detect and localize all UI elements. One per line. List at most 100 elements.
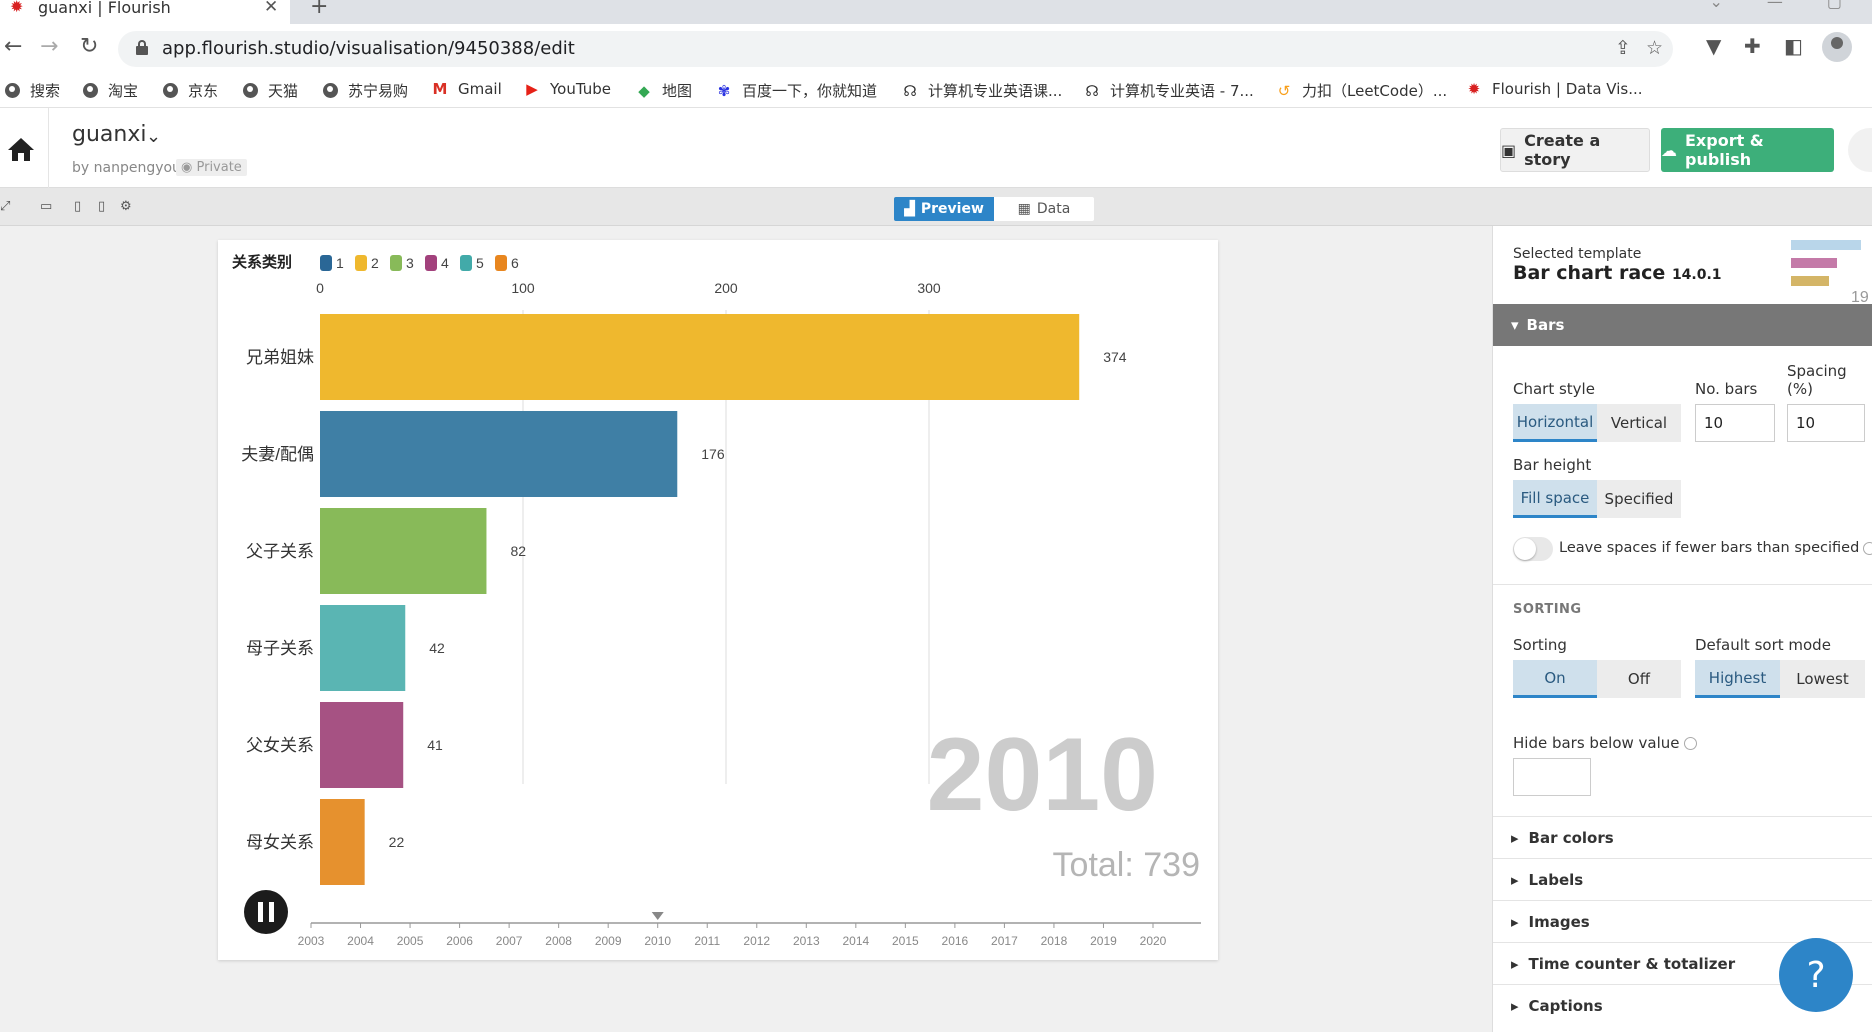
new-tab-icon[interactable]: + — [310, 0, 329, 19]
template-label: Selected template — [1513, 246, 1642, 262]
template-title: Bar chart race — [1513, 262, 1666, 284]
bookmark-item[interactable]: 天猫 — [242, 80, 298, 101]
caret-down-icon: ▾ — [1511, 316, 1519, 334]
bar-value-label: 41 — [427, 737, 443, 753]
no-bars-label: No. bars — [1695, 380, 1758, 398]
browser-tab-strip: ✹ guanxi | Flourish ✕ + ⌄ — ▢ — [0, 0, 1872, 24]
bar-value-label: 176 — [701, 446, 725, 462]
bar-value-label: 374 — [1103, 349, 1127, 365]
images-section[interactable]: ▸ Images — [1493, 900, 1872, 942]
bookmark-item[interactable]: ☊ 计算机专业英语 - 7... — [1084, 80, 1253, 101]
forward-icon[interactable]: → — [40, 34, 59, 59]
thumb-year: 19 — [1851, 289, 1869, 304]
share-icon[interactable]: ⇪ — [1615, 37, 1631, 59]
bar-height-fill-button[interactable]: Fill space — [1513, 480, 1597, 518]
chart-bar — [320, 799, 365, 885]
desktop-view-icon[interactable]: ▭ — [40, 199, 53, 214]
bookmark-item[interactable]: 京东 — [162, 80, 218, 101]
sorting-label: Sorting — [1513, 636, 1567, 654]
home-icon[interactable] — [8, 138, 34, 162]
more-button[interactable] — [1848, 128, 1872, 172]
bookmark-item[interactable]: ◆ 地图 — [636, 80, 692, 101]
tab-search-icon[interactable]: ⌄ — [1709, 0, 1723, 11]
tab-close-icon[interactable]: ✕ — [264, 0, 279, 17]
browser-toolbar: ← → ↻ app.flourish.studio/visualisation/… — [0, 24, 1872, 74]
tablet-view-icon[interactable]: ▯ — [74, 199, 82, 214]
bars-section-header[interactable]: ▾ Bars — [1493, 304, 1872, 346]
bookmark-label: Flourish | Data Vis... — [1492, 80, 1643, 98]
reload-icon[interactable]: ↻ — [80, 34, 99, 59]
timeline-year-label: 2010 — [644, 934, 671, 948]
profile-avatar-icon[interactable] — [1822, 32, 1852, 62]
help-icon[interactable] — [1683, 737, 1697, 750]
bookmark-item[interactable]: ☊ 计算机专业英语课... — [902, 80, 1062, 101]
back-icon[interactable]: ← — [4, 34, 23, 59]
help-icon[interactable] — [1863, 541, 1872, 555]
expand-icon[interactable]: ⤢ — [0, 199, 11, 214]
minimize-icon[interactable]: — — [1766, 0, 1783, 11]
privacy-label: Private — [196, 160, 242, 175]
timeline-handle[interactable] — [651, 912, 664, 920]
chevron-down-icon[interactable]: ⌄ — [146, 126, 162, 147]
bookmark-item[interactable]: ↺ 力扣（LeetCode）... — [1276, 80, 1447, 101]
bookmark-label: 地图 — [662, 82, 693, 100]
flourish-favicon-icon: ✹ — [10, 0, 24, 16]
project-title[interactable]: guanxi — [72, 122, 147, 147]
no-bars-input[interactable]: 10 — [1695, 404, 1775, 442]
help-button[interactable]: ? — [1779, 938, 1853, 1012]
leave-spaces-toggle[interactable] — [1513, 537, 1553, 561]
chart-style-horizontal-button[interactable]: Horizontal — [1513, 404, 1597, 442]
sort-lowest-button[interactable]: Lowest — [1780, 660, 1865, 698]
hide-below-input[interactable] — [1513, 758, 1591, 796]
bookmark-item[interactable]: ✹ Flourish | Data Vis... — [1466, 80, 1643, 98]
bookmark-item[interactable]: ✾ 百度一下，你就知道 — [716, 80, 877, 101]
editor-toolbar: ⤢ ▭ ▯ ▯ ⚙ ▟ Preview ▦ Data — [0, 188, 1872, 226]
settings-panel: Selected template Bar chart race 14.0.1 … — [1492, 226, 1872, 1032]
labels-section[interactable]: ▸ Labels — [1493, 858, 1872, 900]
export-button-label: Export & publish — [1685, 131, 1764, 169]
page-icon: ☊ — [903, 81, 917, 100]
extensions-puzzle-icon[interactable]: ✚ — [1744, 34, 1761, 58]
settings-gear-icon[interactable]: ⚙ — [120, 199, 132, 214]
timeline-year-label: 2007 — [496, 934, 523, 948]
tab-data[interactable]: ▦ Data — [994, 197, 1094, 221]
spacing-input[interactable]: 10 — [1787, 404, 1865, 442]
bookmark-item[interactable]: 苏宁易购 — [322, 80, 408, 101]
bookmark-star-icon[interactable]: ☆ — [1646, 37, 1664, 59]
legend-label: 2 — [371, 255, 379, 271]
window-controls: ⌄ — ▢ — [1709, 0, 1842, 11]
bookmark-item[interactable]: 搜索 — [4, 80, 60, 101]
captions-section[interactable]: ▸ Captions — [1493, 984, 1872, 1026]
pause-button[interactable] — [244, 890, 288, 934]
tab-title: guanxi | Flourish — [38, 0, 171, 17]
bookmark-item[interactable]: M Gmail — [432, 80, 502, 98]
x-tick-label: 200 — [714, 280, 738, 296]
sort-highest-button[interactable]: Highest — [1695, 660, 1780, 698]
side-panel-icon[interactable]: ◧ — [1784, 34, 1803, 58]
chart-style-vertical-button[interactable]: Vertical — [1597, 404, 1681, 442]
bookmark-item[interactable]: 淘宝 — [82, 80, 138, 101]
bar-height-specified-button[interactable]: Specified — [1597, 480, 1681, 518]
year-counter: 2010 — [927, 717, 1158, 833]
bookmark-item[interactable]: ▶ YouTube — [524, 80, 611, 98]
bar-category-label: 母子关系 — [246, 639, 314, 658]
url-text[interactable]: app.flourish.studio/visualisation/945038… — [162, 38, 575, 59]
sorting-off-button[interactable]: Off — [1597, 660, 1681, 698]
browser-tab[interactable]: ✹ guanxi | Flourish ✕ — [0, 0, 290, 24]
time-counter-section[interactable]: ▸ Time counter & totalizer — [1493, 942, 1872, 984]
export-publish-button[interactable]: ☁ Export & publish — [1661, 128, 1834, 172]
legend-swatch — [460, 255, 472, 271]
mobile-view-icon[interactable]: ▯ — [98, 199, 106, 214]
tab-preview[interactable]: ▟ Preview — [894, 197, 994, 221]
address-bar[interactable]: app.flourish.studio/visualisation/945038… — [118, 31, 1673, 67]
timeline-year-label: 2020 — [1140, 934, 1167, 948]
bars-header-label: Bars — [1526, 316, 1565, 334]
maximize-icon[interactable]: ▢ — [1826, 0, 1842, 11]
bar-colors-section[interactable]: ▸ Bar colors — [1493, 816, 1872, 858]
legend-swatch — [320, 255, 332, 271]
sorting-on-button[interactable]: On — [1513, 660, 1597, 698]
caret-right-icon: ▸ — [1511, 996, 1519, 1015]
template-thumbnail[interactable]: 19 — [1791, 230, 1872, 304]
extension-v-icon[interactable]: ▼ — [1706, 34, 1722, 58]
create-story-button[interactable]: ▣ Create a story — [1500, 128, 1650, 172]
